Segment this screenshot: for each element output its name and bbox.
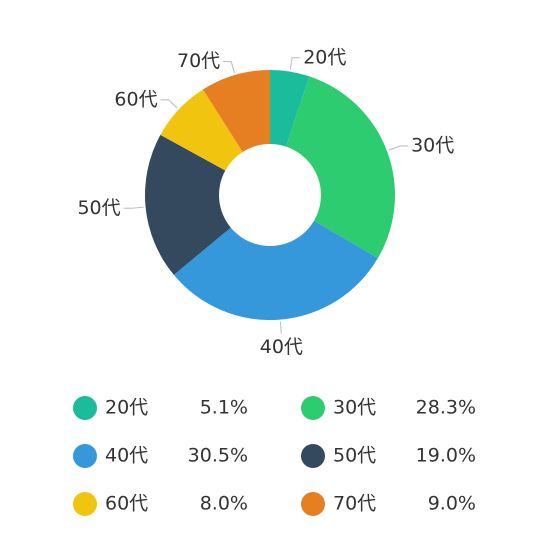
slice-label: 20代 (303, 46, 346, 68)
legend-marker (301, 492, 325, 516)
legend-marker (73, 492, 97, 516)
legend-value: 9.0% (428, 493, 476, 515)
slice (145, 134, 231, 275)
legend-marker (73, 444, 97, 468)
slice (202, 70, 270, 152)
slice-label: 40代 (260, 336, 303, 358)
leader-line (279, 321, 282, 334)
legend-value: 30.5% (188, 445, 248, 467)
leader-line (289, 57, 301, 70)
slice-label: 70代 (177, 50, 220, 72)
legend-marker (301, 444, 325, 468)
leader-line (388, 145, 409, 151)
legend-value: 8.0% (200, 493, 248, 515)
legend-label: 20代 (105, 397, 148, 419)
slice (270, 70, 310, 147)
slice (173, 220, 378, 321)
legend-value: 28.3% (416, 397, 476, 419)
slice (286, 76, 395, 259)
legend-value: 5.1% (200, 397, 248, 419)
leader-line (123, 206, 144, 209)
leader-line (223, 61, 236, 74)
legend-label: 50代 (333, 445, 376, 467)
slice-label: 30代 (411, 135, 454, 157)
legend-label: 70代 (333, 493, 376, 515)
legend-value: 19.0% (416, 445, 476, 467)
legend-label: 30代 (333, 397, 376, 419)
slice-label: 50代 (77, 197, 120, 219)
leader-line (160, 99, 178, 109)
slice (160, 89, 243, 171)
legend-marker (301, 396, 325, 420)
legend-label: 40代 (105, 445, 148, 467)
slice-label: 60代 (114, 88, 157, 110)
legend-marker (73, 396, 97, 420)
legend-label: 60代 (105, 493, 148, 515)
